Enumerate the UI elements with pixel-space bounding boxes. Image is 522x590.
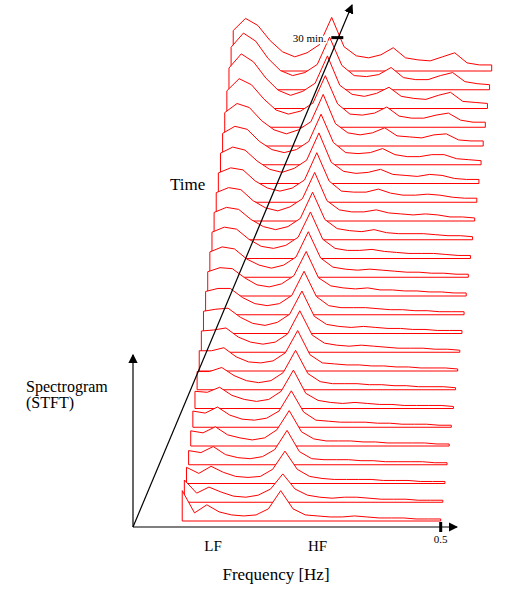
svg-text:LF: LF: [204, 538, 222, 554]
svg-text:HF: HF: [308, 538, 327, 554]
svg-text:Frequency [Hz]: Frequency [Hz]: [222, 565, 329, 584]
svg-text:30 min.: 30 min.: [293, 32, 327, 44]
svg-text:Time: Time: [170, 175, 205, 194]
svg-text:Spectrogram(STFT): Spectrogram(STFT): [26, 378, 108, 412]
svg-text:0.5: 0.5: [434, 533, 448, 545]
